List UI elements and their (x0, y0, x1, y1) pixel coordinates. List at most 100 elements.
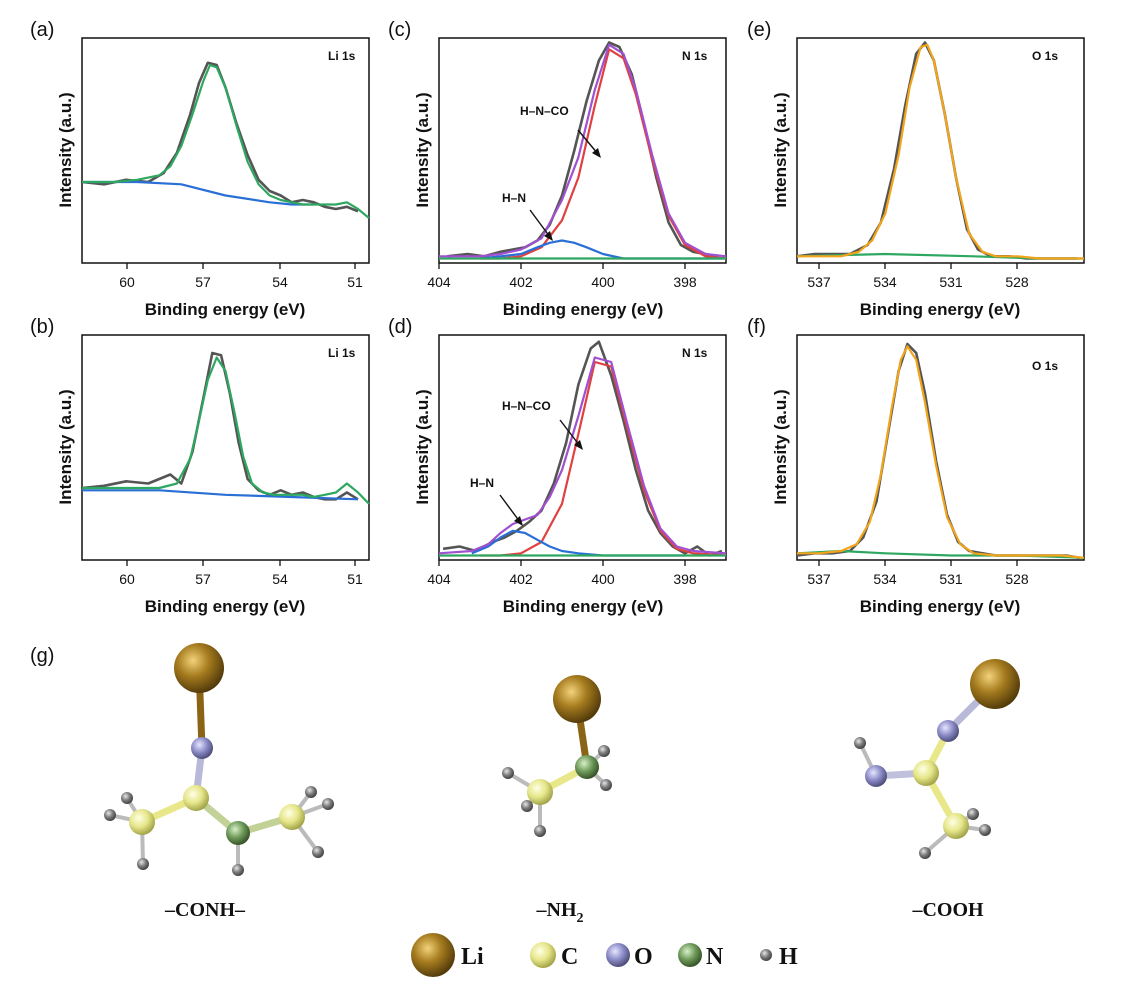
panel-c: (c) N 1s Intensity (a.u.) Binding energy… (388, 19, 727, 319)
x-tick-label: 531 (939, 274, 963, 290)
h-atom (312, 846, 324, 858)
h-atom (305, 786, 317, 798)
h-atom (598, 745, 610, 757)
molecule-cooh: –COOH (854, 659, 1020, 921)
panel-letter: (g) (30, 645, 54, 667)
c-atom (527, 779, 553, 805)
x-tick-label: 57 (195, 274, 211, 290)
molecule-nh2: –NH2 (502, 675, 612, 926)
label-main: –COOH (911, 899, 984, 921)
x-tick-label: 404 (427, 274, 451, 290)
series-envelope-line (439, 43, 727, 258)
plot-frame (81, 334, 370, 561)
series-fit-line (82, 356, 370, 505)
x-tick-label: 537 (807, 571, 831, 587)
plot-frame (81, 37, 370, 264)
plot-frame (438, 334, 727, 561)
x-tick-label: 54 (272, 571, 288, 587)
y-axis-label: Intensity (a.u.) (413, 389, 432, 504)
x-tick-label: 54 (272, 274, 288, 290)
series-fit-h-n-line (471, 529, 685, 557)
panel-a: (a) Li 1s Intensity (a.u.) Binding energ… (30, 19, 370, 319)
series-background-line (82, 180, 314, 206)
li-atom (970, 659, 1020, 709)
h-atom (600, 779, 612, 791)
series-fit-line (797, 43, 1084, 260)
x-tick-label: 528 (1005, 571, 1029, 587)
y-axis-label: Intensity (a.u.) (771, 389, 790, 504)
o-atom (937, 720, 959, 742)
x-tick-label: 398 (673, 274, 697, 290)
panel-letter: (e) (747, 19, 771, 41)
panel-g: (g) –CON (30, 643, 1020, 977)
c-atom (943, 813, 969, 839)
c-atom (279, 804, 305, 830)
h-atom (121, 792, 133, 804)
li-atom (553, 675, 601, 723)
x-axis-label: Binding energy (eV) (860, 300, 1021, 319)
legend-h-label: H (779, 944, 798, 970)
n-atom (575, 755, 599, 779)
label-main: –CONH– (164, 899, 246, 921)
series-fit-h-n-co-line (480, 48, 727, 260)
arrowhead (574, 440, 583, 450)
panel-e: (e) O 1s Intensity (a.u.) Binding energy… (747, 19, 1085, 319)
legend-o-label: O (634, 944, 653, 970)
label-main: –NH (536, 899, 577, 921)
x-axis-label: Binding energy (eV) (860, 597, 1021, 616)
label-subscript: 2 (577, 911, 584, 926)
panel-letter: (b) (30, 316, 54, 338)
h-atom (232, 864, 244, 876)
x-tick-label: 404 (427, 571, 451, 587)
plot-area (438, 340, 727, 557)
y-axis-label: Intensity (a.u.) (413, 92, 432, 207)
x-tick-label: 537 (807, 274, 831, 290)
series-fit-line (797, 345, 1085, 559)
x-tick-label: 402 (509, 274, 533, 290)
panel-letter: (a) (30, 19, 54, 41)
legend-li-swatch (411, 933, 455, 977)
h-atom (502, 767, 514, 779)
legend-n-label: N (706, 944, 724, 970)
h-atom (979, 824, 991, 836)
molecule-conh: –CONH– (104, 643, 334, 921)
series-raw-line (447, 41, 719, 258)
annotation-arrow (577, 129, 599, 155)
x-tick-label: 531 (939, 571, 963, 587)
panel-title: N 1s (682, 346, 708, 360)
h-atom (534, 825, 546, 837)
molecule-label: –NH2 (536, 899, 584, 926)
x-tick-label: 51 (347, 571, 363, 587)
arrowhead (544, 231, 553, 241)
annotation-h-n: H–N (470, 476, 494, 490)
legend-n-swatch (678, 943, 702, 967)
panel-letter: (c) (388, 19, 411, 41)
x-axis-label: Binding energy (eV) (145, 300, 306, 319)
annotation-h-n-co: H–N–CO (502, 399, 551, 413)
li-atom (174, 643, 224, 693)
plot-area (796, 41, 1084, 260)
arrowhead (514, 516, 523, 526)
plot-area (81, 351, 370, 505)
series-raw-line (81, 351, 359, 501)
atom-legend: Li C O N H (411, 933, 798, 977)
plot-frame (796, 334, 1085, 561)
series-envelope-line (438, 356, 727, 555)
plot-frame (438, 37, 727, 264)
x-tick-label: 402 (509, 571, 533, 587)
c-atom (129, 809, 155, 835)
x-tick-label: 534 (873, 571, 897, 587)
x-tick-label: 51 (347, 274, 363, 290)
panel-b: (b) Li 1s Intensity (a.u.) Binding energ… (30, 316, 370, 616)
plot-area (439, 41, 727, 260)
series-raw-line (796, 342, 1080, 560)
annotation-arrow (529, 209, 551, 238)
panel-letter: (f) (747, 316, 766, 338)
y-axis-label: Intensity (a.u.) (56, 92, 75, 207)
x-tick-label: 60 (119, 274, 135, 290)
plot-area (81, 61, 370, 219)
panel-title: Li 1s (328, 49, 356, 63)
molecule-label: –COOH (911, 899, 984, 921)
panel-d: (d) N 1s Intensity (a.u.) Binding energy… (388, 316, 727, 616)
panel-title: Li 1s (328, 346, 356, 360)
